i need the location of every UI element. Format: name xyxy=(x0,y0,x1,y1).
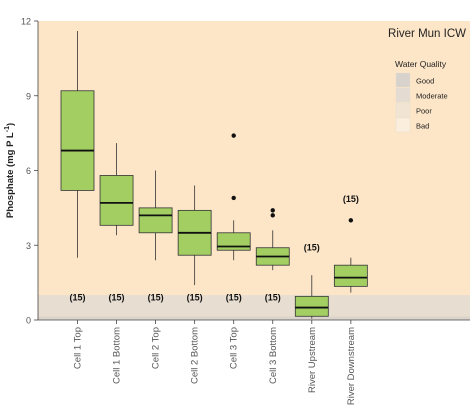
plot-background xyxy=(38,21,470,320)
x-tick-label: Cell 3 Top xyxy=(229,327,240,369)
legend-swatch-poor xyxy=(395,102,411,118)
sample-size-label: (15) xyxy=(109,292,125,302)
x-tick-label: Cell 1 Top xyxy=(73,327,84,369)
box-1 xyxy=(60,30,95,258)
legend-swatch-moderate xyxy=(395,87,411,103)
box-body xyxy=(138,207,173,234)
box-6 xyxy=(255,208,290,271)
sample-size-label: (15) xyxy=(187,292,203,302)
box-body xyxy=(216,232,251,251)
water-quality-legend: Water Quality Good Moderate Poor Bad xyxy=(395,59,448,133)
legend-label-bad: Bad xyxy=(416,122,429,131)
box-outlier xyxy=(231,133,236,138)
box-body xyxy=(333,264,368,287)
x-tick-label: Cell 2 Bottom xyxy=(190,327,201,384)
box-8 xyxy=(333,218,368,293)
x-tick-label: River Downstream xyxy=(346,327,357,405)
x-tick-label: River Upstream xyxy=(307,327,318,393)
legend-swatch-bad xyxy=(395,117,411,133)
box-2 xyxy=(99,143,134,236)
box-series xyxy=(60,30,368,319)
x-tick-label: Cell 2 Top xyxy=(151,327,162,369)
box-outlier xyxy=(348,218,354,223)
chart-title: River Mun ICW xyxy=(388,28,466,40)
box-outlier xyxy=(270,213,275,218)
y-tick-label: 0 xyxy=(26,316,31,326)
box-4 xyxy=(177,185,212,286)
sample-size-label: (15) xyxy=(69,292,85,302)
y-tick-label: 6 xyxy=(26,166,31,176)
box-7 xyxy=(294,275,329,319)
box-body xyxy=(60,90,95,191)
y-axis-label-close: ) xyxy=(5,123,16,126)
quality-band-moderate xyxy=(38,295,470,317)
y-tick-label: 9 xyxy=(26,91,31,101)
legend-label-good: Good xyxy=(416,77,434,86)
legend-swatch-good xyxy=(395,72,411,88)
x-tick-label: Cell 1 Bottom xyxy=(112,327,123,384)
box-outlier xyxy=(270,208,275,213)
y-tick-label: 3 xyxy=(26,241,31,251)
y-axis-label-main: Phosphate (mg P L xyxy=(5,132,16,218)
water-quality-bands xyxy=(38,295,470,320)
box-body xyxy=(99,175,134,226)
legend-label-poor: Poor xyxy=(416,107,432,116)
box-body xyxy=(294,295,329,317)
y-axis-label-superscript: -1 xyxy=(4,126,11,132)
box-3 xyxy=(138,170,173,261)
y-tick-label: 12 xyxy=(21,17,31,27)
sample-size-labels: (15) (15) (15) (15) (15) (15) (15) (15) xyxy=(69,194,358,302)
x-axis-ticks: Cell 1 Top Cell 1 Bottom Cell 2 Top Cell 2 … xyxy=(73,320,357,405)
y-axis-label: Phosphate (mg P L-1) xyxy=(4,123,16,218)
legend-title: Water Quality xyxy=(395,59,447,69)
box-5 xyxy=(216,133,251,261)
quality-band-good xyxy=(38,316,470,320)
y-axis-ticks: 0 3 6 9 12 xyxy=(21,17,38,326)
x-tick-label: Cell 3 Bottom xyxy=(268,327,279,384)
sample-size-label: (15) xyxy=(304,242,320,252)
sample-size-label: (15) xyxy=(148,292,164,302)
sample-size-label: (15) xyxy=(265,292,281,302)
plot-background-group xyxy=(38,21,470,320)
sample-size-label: (15) xyxy=(226,292,242,302)
legend-label-moderate: Moderate xyxy=(416,92,448,101)
sample-size-label: (15) xyxy=(343,194,359,204)
box-outlier xyxy=(231,195,236,201)
